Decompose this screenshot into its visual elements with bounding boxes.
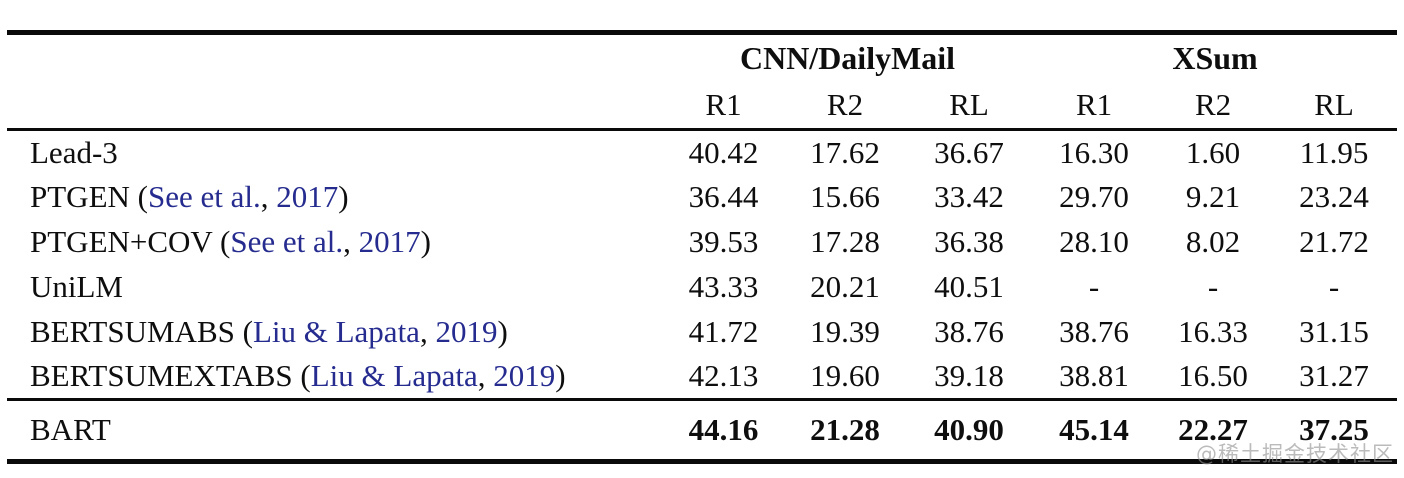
citation-year-link[interactable]: 2017 bbox=[276, 179, 339, 214]
citation-authors-link[interactable]: Liu & Lapata bbox=[252, 314, 420, 349]
model-label-cell: PTGEN (See et al., 2017) bbox=[30, 179, 349, 214]
metric-header-r1-cnn: R1 bbox=[705, 86, 742, 122]
metric-header-r2-xsum: R2 bbox=[1194, 86, 1232, 122]
metric-value: 19.39 bbox=[810, 314, 880, 349]
model-label-cell: BERTSUMABS (Liu & Lapata, 2019) bbox=[30, 314, 508, 349]
table-row: BERTSUMEXTABS (Liu & Lapata, 2019) 42.13 1… bbox=[7, 355, 1397, 400]
metric-value: 36.38 bbox=[934, 224, 1004, 259]
metric-value: 16.33 bbox=[1178, 314, 1248, 349]
model-label-cell: BERTSUMEXTABS (Liu & Lapata, 2019) bbox=[30, 358, 566, 394]
metric-value: 15.66 bbox=[810, 179, 880, 214]
metric-value: 39.18 bbox=[934, 358, 1004, 394]
column-group-xsum: XSum bbox=[1172, 39, 1258, 76]
citation-year-link[interactable]: 2019 bbox=[435, 314, 498, 349]
metric-value: 45.14 bbox=[1059, 412, 1129, 447]
metric-value: 9.21 bbox=[1185, 179, 1241, 214]
metric-value: 40.42 bbox=[688, 134, 759, 170]
metric-value: 11.95 bbox=[1299, 134, 1369, 170]
metric-value: 44.16 bbox=[688, 412, 759, 447]
metric-value: 36.44 bbox=[688, 179, 759, 214]
metric-value: 42.13 bbox=[688, 358, 759, 394]
summarization-results-table: CNN/DailyMail XSum R1 R2 RL R1 R2 RL Lea… bbox=[7, 30, 1398, 464]
metric-value: 17.62 bbox=[810, 134, 880, 170]
metric-value: 33.42 bbox=[934, 179, 1004, 214]
column-group-cnn-dailymail: CNN/DailyMail bbox=[739, 39, 956, 76]
metric-value: 38.76 bbox=[934, 314, 1004, 349]
model-label-cell: BART bbox=[7, 400, 662, 462]
metric-header-row: R1 R2 RL R1 R2 RL bbox=[7, 81, 1397, 130]
model-name: BERTSUMEXTABS bbox=[30, 358, 293, 394]
metric-value: 36.67 bbox=[934, 134, 1004, 170]
citation-authors-link[interactable]: Liu & Lapata bbox=[310, 358, 478, 394]
metric-value: - bbox=[1328, 269, 1340, 304]
table-row: BERTSUMABS (Liu & Lapata, 2019) 41.72 19.3… bbox=[7, 310, 1397, 355]
table-row: PTGEN (See et al., 2017) 36.44 15.66 33.42 2… bbox=[7, 175, 1397, 220]
metric-value: 21.28 bbox=[810, 412, 880, 447]
metric-value: - bbox=[1088, 269, 1100, 304]
metric-value: 1.60 bbox=[1185, 134, 1241, 170]
metric-value: 39.53 bbox=[688, 224, 759, 259]
model-name: UniLM bbox=[30, 269, 123, 304]
metric-value: 37.25 bbox=[1299, 412, 1369, 447]
table-row: PTGEN+COV (See et al., 2017) 39.53 17.28 36… bbox=[7, 220, 1397, 265]
dataset-group-header-row: CNN/DailyMail XSum bbox=[7, 33, 1397, 82]
citation-authors-link[interactable]: See et al. bbox=[147, 179, 261, 214]
metric-value: 31.27 bbox=[1299, 358, 1369, 394]
metric-value: 21.72 bbox=[1299, 224, 1369, 259]
metric-value: 41.72 bbox=[688, 314, 759, 349]
empty-header-cell bbox=[7, 81, 662, 130]
metric-value: 8.02 bbox=[1185, 224, 1241, 259]
metric-value: - bbox=[1207, 269, 1219, 304]
table-row: UniLM 43.33 20.21 40.51 - - - bbox=[7, 265, 1397, 310]
model-label-cell: UniLM bbox=[7, 265, 662, 310]
model-label-cell: Lead-3 bbox=[7, 130, 662, 175]
metric-header-rl-cnn: RL bbox=[949, 86, 989, 122]
model-name: Lead-3 bbox=[30, 134, 118, 170]
metric-value: 28.10 bbox=[1059, 224, 1129, 259]
model-name: PTGEN+COV bbox=[30, 224, 213, 259]
metric-value: 16.30 bbox=[1059, 134, 1129, 170]
metric-value: 40.51 bbox=[934, 269, 1004, 304]
metric-value: 31.15 bbox=[1299, 314, 1369, 349]
metric-value: 40.90 bbox=[934, 412, 1004, 447]
metric-value: 17.28 bbox=[810, 224, 880, 259]
metric-value: 16.50 bbox=[1178, 358, 1248, 394]
empty-header-cell bbox=[7, 33, 662, 82]
metric-value: 19.60 bbox=[810, 358, 880, 394]
metric-value: 38.81 bbox=[1059, 358, 1129, 394]
metric-header-rl-xsum: RL bbox=[1314, 86, 1354, 122]
model-name: PTGEN bbox=[30, 179, 130, 214]
table-row-bart: BART 44.16 21.28 40.90 45.14 22.27 37.25 bbox=[7, 399, 1398, 462]
metric-value: 20.21 bbox=[810, 269, 880, 304]
citation-year-link[interactable]: 2019 bbox=[493, 358, 556, 394]
metric-value: 22.27 bbox=[1178, 412, 1248, 447]
citation-authors-link[interactable]: See et al. bbox=[230, 224, 344, 259]
citation-year-link[interactable]: 2017 bbox=[358, 224, 421, 259]
metric-value: 43.33 bbox=[688, 269, 759, 304]
metric-header-r2-cnn: R2 bbox=[826, 86, 864, 122]
table-row: Lead-3 40.42 17.62 36.67 16.30 1.60 11.95 bbox=[7, 130, 1397, 175]
model-name: BERTSUMABS bbox=[30, 314, 235, 349]
model-label-cell: PTGEN+COV (See et al., 2017) bbox=[30, 224, 431, 259]
metric-value: 23.24 bbox=[1299, 179, 1369, 214]
metric-value: 38.76 bbox=[1059, 314, 1129, 349]
metric-header-r1-xsum: R1 bbox=[1075, 86, 1113, 122]
model-name: BART bbox=[30, 412, 111, 447]
metric-value: 29.70 bbox=[1059, 179, 1129, 214]
